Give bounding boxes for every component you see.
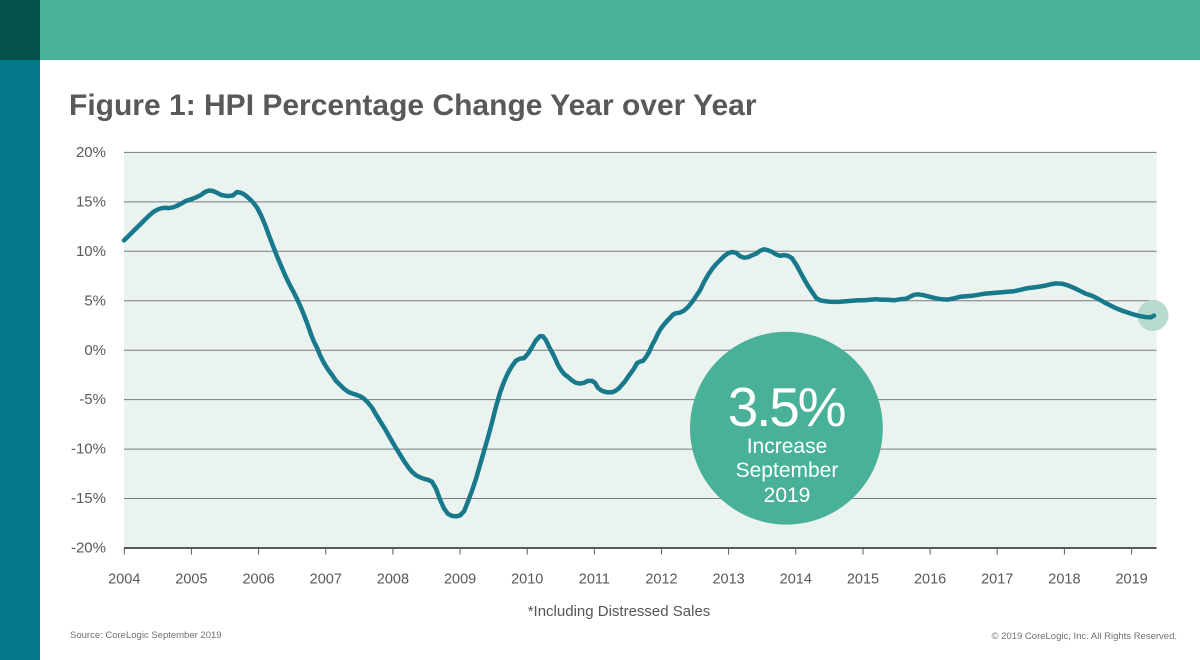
svg-text:5%: 5% [84,292,106,309]
svg-text:2007: 2007 [310,572,342,588]
svg-text:2012: 2012 [645,572,677,588]
svg-text:2014: 2014 [780,572,812,588]
svg-text:-20%: -20% [71,540,106,557]
svg-text:2019: 2019 [1115,572,1147,588]
svg-text:2013: 2013 [712,572,744,588]
svg-text:20%: 20% [76,144,106,161]
svg-text:-5%: -5% [79,391,106,408]
svg-text:2004: 2004 [108,572,140,588]
svg-text:3.5%: 3.5% [728,376,845,438]
svg-text:2005: 2005 [175,572,207,588]
svg-text:-15%: -15% [71,490,106,507]
svg-text:0%: 0% [84,342,106,359]
svg-text:2010: 2010 [511,572,543,588]
svg-text:2019: 2019 [764,484,811,507]
svg-text:2016: 2016 [914,572,946,588]
svg-text:2008: 2008 [377,572,409,588]
svg-text:-10%: -10% [71,441,106,458]
svg-text:10%: 10% [76,243,106,260]
svg-text:2018: 2018 [1048,572,1080,588]
svg-text:2017: 2017 [981,572,1013,588]
svg-text:2009: 2009 [444,572,476,588]
svg-text:2011: 2011 [579,572,610,588]
svg-text:2006: 2006 [242,572,274,588]
svg-text:Increase: Increase [747,435,828,458]
svg-text:2015: 2015 [847,572,879,588]
svg-text:September: September [736,459,839,482]
svg-text:15%: 15% [76,193,106,210]
